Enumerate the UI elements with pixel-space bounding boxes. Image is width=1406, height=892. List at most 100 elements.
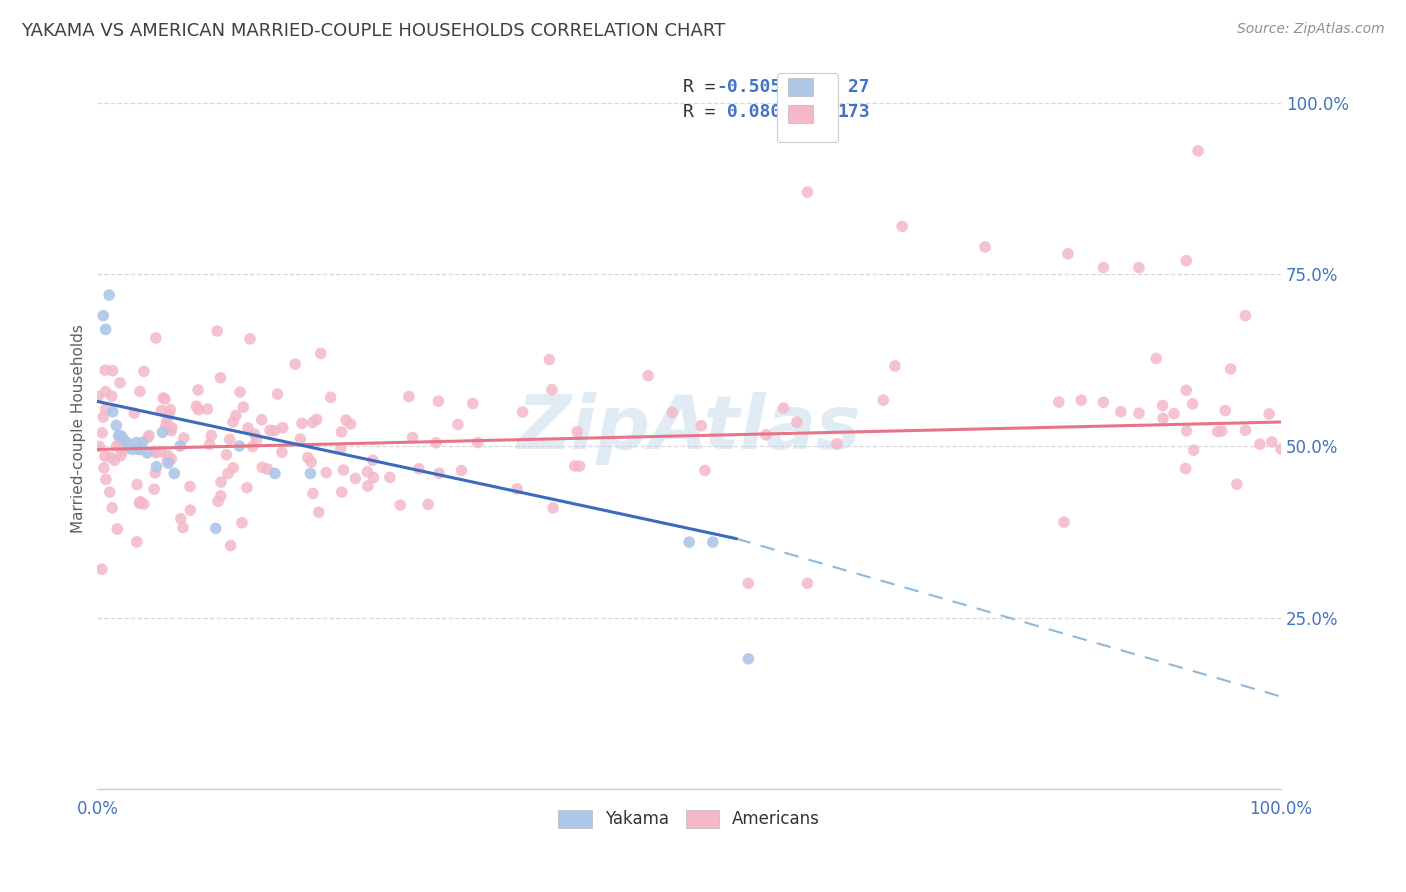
Point	[132, 364, 155, 378]
Point	[197, 402, 219, 417]
Point	[425, 435, 447, 450]
Point	[1234, 309, 1257, 323]
Point	[1213, 403, 1236, 417]
Point	[232, 400, 254, 414]
Point	[239, 332, 262, 346]
Point	[125, 535, 148, 549]
Point	[94, 384, 117, 399]
Point	[94, 401, 117, 416]
Point	[115, 435, 138, 450]
Point	[108, 438, 131, 452]
Point	[91, 410, 114, 425]
Point	[891, 219, 914, 234]
Point	[1070, 393, 1092, 408]
Point	[264, 467, 287, 481]
Point	[89, 439, 111, 453]
Point	[179, 479, 201, 493]
Point	[110, 428, 132, 442]
Point	[243, 427, 266, 442]
Text: ZipAtlas: ZipAtlas	[517, 392, 862, 466]
Point	[1175, 424, 1198, 438]
Point	[152, 391, 174, 405]
Point	[786, 415, 808, 429]
Point	[512, 405, 534, 419]
Point	[94, 363, 117, 377]
Point	[94, 472, 117, 486]
Point	[299, 455, 322, 469]
Point	[263, 424, 285, 438]
Point	[105, 522, 128, 536]
Y-axis label: Married-couple Households: Married-couple Households	[72, 325, 86, 533]
Point	[111, 432, 134, 446]
Point	[91, 309, 114, 323]
Point	[271, 421, 294, 435]
Point	[93, 460, 115, 475]
Point	[1092, 260, 1115, 275]
Point	[209, 475, 232, 489]
Point	[103, 453, 125, 467]
Point	[163, 467, 186, 481]
Text: 0.080: 0.080	[717, 103, 782, 120]
Legend: Yakama, Americans: Yakama, Americans	[551, 803, 827, 835]
Point	[149, 444, 172, 458]
Point	[200, 428, 222, 442]
Point	[132, 497, 155, 511]
Point	[401, 430, 423, 444]
Point	[1174, 461, 1197, 475]
Text: N =: N =	[804, 103, 848, 120]
Point	[101, 364, 124, 378]
Point	[1181, 397, 1204, 411]
Point	[693, 463, 716, 477]
Point	[105, 418, 128, 433]
Point	[215, 448, 238, 462]
Point	[1258, 407, 1281, 421]
Point	[229, 385, 252, 400]
Text: -0.505: -0.505	[717, 78, 782, 95]
Point	[737, 576, 759, 591]
Point	[297, 450, 319, 465]
Point	[128, 442, 150, 457]
Point	[100, 450, 122, 464]
Point	[661, 405, 683, 419]
Point	[105, 439, 128, 453]
Point	[136, 431, 159, 445]
Point	[461, 396, 484, 410]
Point	[157, 408, 180, 422]
Point	[1175, 384, 1198, 398]
Point	[152, 425, 174, 440]
Point	[1057, 247, 1080, 261]
Point	[271, 445, 294, 459]
Point	[159, 402, 181, 417]
Point	[447, 417, 470, 432]
Point	[145, 445, 167, 459]
Point	[1109, 405, 1132, 419]
Point	[737, 652, 759, 666]
Point	[1226, 477, 1249, 491]
Point	[1053, 515, 1076, 529]
Point	[398, 390, 420, 404]
Point	[129, 442, 152, 457]
Point	[204, 521, 226, 535]
Point	[1047, 395, 1070, 409]
Point	[825, 436, 848, 450]
Point	[156, 414, 179, 428]
Point	[250, 413, 273, 427]
Point	[329, 442, 352, 456]
Point	[256, 462, 278, 476]
Point	[179, 503, 201, 517]
Point	[170, 511, 193, 525]
Point	[467, 435, 489, 450]
Point	[702, 535, 724, 549]
Text: 173: 173	[837, 103, 870, 120]
Point	[427, 394, 450, 409]
Point	[319, 390, 342, 404]
Point	[1234, 423, 1257, 437]
Point	[796, 185, 818, 199]
Point	[186, 399, 208, 413]
Point	[678, 535, 700, 549]
Point	[236, 481, 259, 495]
Point	[172, 520, 194, 534]
Point	[796, 576, 818, 591]
Point	[143, 466, 166, 480]
Point	[884, 359, 907, 373]
